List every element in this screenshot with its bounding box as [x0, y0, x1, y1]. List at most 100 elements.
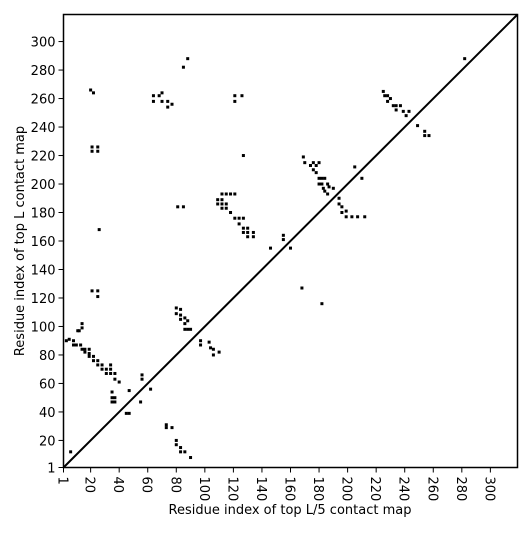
contact-point: [237, 222, 241, 226]
contact-point: [246, 226, 250, 230]
contact-point: [109, 363, 113, 367]
contact-point: [89, 88, 93, 92]
contact-point: [96, 363, 100, 367]
contact-point: [353, 165, 357, 169]
y-tick-label: 1: [47, 462, 55, 477]
contact-point: [363, 215, 367, 219]
contact-point: [240, 94, 244, 98]
contact-point: [321, 186, 325, 190]
contact-point: [157, 94, 161, 98]
y-axis-label: Residue index of top L contact map: [13, 126, 28, 356]
y-tick-label: 80: [39, 349, 56, 364]
contact-point: [96, 145, 100, 149]
contact-point: [211, 353, 215, 357]
contact-point: [394, 104, 398, 108]
x-tick-label: 280: [453, 477, 468, 502]
contact-point: [237, 216, 241, 220]
contact-point: [317, 176, 321, 180]
contact-point: [151, 94, 155, 98]
contact-point: [87, 352, 91, 356]
contact-point: [179, 313, 183, 317]
contact-point: [207, 340, 211, 344]
y-tick-label: 20: [39, 434, 56, 449]
contact-point: [401, 109, 405, 113]
contact-point: [311, 168, 315, 172]
contact-point: [360, 176, 364, 180]
contact-point: [233, 216, 237, 220]
contact-point: [320, 182, 324, 186]
contact-point: [83, 350, 87, 354]
contact-point: [79, 343, 83, 347]
contact-point: [320, 302, 324, 306]
contact-point: [151, 99, 155, 103]
contact-point: [91, 359, 95, 363]
contact-point: [87, 354, 91, 358]
contact-point: [220, 206, 224, 210]
contact-point: [181, 205, 185, 209]
contact-point: [224, 192, 228, 196]
x-tick-label: 180: [310, 477, 325, 502]
contact-point: [246, 230, 250, 234]
y-tick-label: 260: [31, 93, 56, 108]
contact-point: [314, 164, 318, 167]
x-tick-label: 100: [196, 477, 211, 502]
contact-point: [337, 196, 341, 200]
contact-point: [166, 105, 170, 109]
contact-point: [289, 246, 292, 250]
contact-point: [186, 319, 190, 323]
contact-point: [113, 371, 117, 375]
contact-point: [181, 65, 185, 69]
contact-point: [67, 337, 71, 341]
contact-point: [91, 354, 95, 358]
contact-point: [109, 367, 113, 371]
contact-point: [216, 198, 220, 202]
contact-point: [176, 205, 180, 209]
contact-point: [337, 202, 341, 206]
x-tick-label: 80: [167, 477, 182, 494]
contact-point: [90, 289, 94, 293]
contact-point: [233, 99, 237, 103]
contact-point: [127, 389, 131, 393]
contact-point: [383, 94, 387, 98]
contact-point: [211, 347, 215, 351]
x-tick-label: 140: [253, 477, 268, 502]
contact-point: [344, 209, 348, 213]
contact-point: [160, 99, 164, 103]
contact-point: [174, 438, 178, 442]
contact-point: [179, 450, 183, 454]
contact-point: [423, 129, 427, 133]
x-tick-label: 240: [396, 477, 411, 502]
contact-point: [109, 371, 113, 375]
contact-point: [100, 363, 104, 367]
y-tick-label: 120: [31, 292, 56, 307]
contact-point: [241, 226, 245, 230]
contact-point: [140, 377, 144, 381]
contact-point: [164, 426, 168, 430]
y-tick-label: 60: [39, 377, 56, 392]
contact-point: [327, 185, 331, 189]
y-tick-label: 200: [31, 178, 56, 193]
y-tick-label: 280: [31, 64, 56, 79]
contact-point: [96, 149, 100, 153]
contact-point: [398, 104, 402, 108]
contact-point: [174, 443, 178, 447]
contact-point: [149, 387, 153, 391]
contact-point: [209, 346, 213, 350]
contact-point: [179, 317, 183, 321]
contact-point: [77, 329, 81, 333]
contact-point: [229, 211, 233, 215]
contact-point: [186, 57, 190, 61]
y-tick-label: 160: [31, 235, 56, 250]
x-tick-label: 60: [139, 477, 154, 494]
contact-point: [269, 246, 273, 250]
contact-point: [394, 108, 398, 112]
contact-point: [183, 316, 187, 320]
contact-point: [97, 228, 101, 232]
contact-point: [71, 339, 75, 343]
contact-point: [217, 350, 221, 354]
contact-point: [311, 161, 315, 165]
contact-point: [100, 367, 104, 371]
contact-point: [83, 347, 87, 351]
x-tick-label: 300: [481, 477, 496, 502]
